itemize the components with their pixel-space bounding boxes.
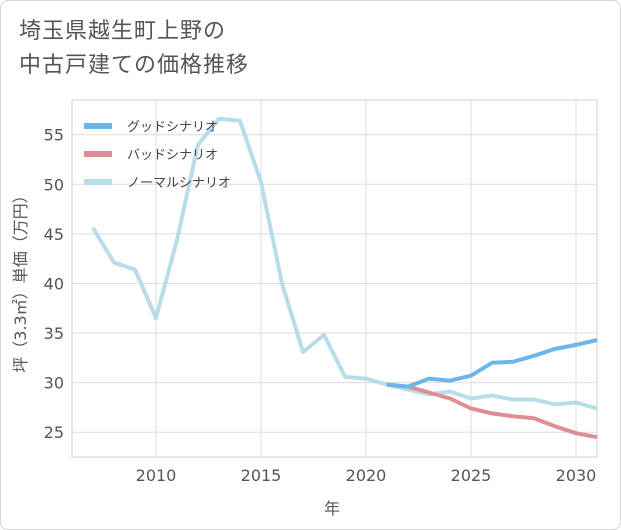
series-layer <box>91 116 598 440</box>
y-tick-label-45: 45 <box>44 225 64 244</box>
y-axis-ticks: 25 30 35 40 45 50 55 <box>44 126 64 443</box>
x-tick-label-2020: 2020 <box>346 466 387 485</box>
x-axis-ticks: 2010 2015 2020 2025 2030 <box>136 466 597 485</box>
legend-label-0: グッドシナリオ <box>127 120 218 135</box>
series-line-2 <box>91 116 598 411</box>
chart-title-line-1: 埼玉県越生町上野の <box>19 19 227 44</box>
x-tick-label-2030: 2030 <box>556 466 597 485</box>
chart-title-line-2: 中古戸建ての価格推移 <box>19 53 250 78</box>
x-tick-label-2025: 2025 <box>451 466 492 485</box>
legend-label-2: ノーマルシナリオ <box>127 176 231 191</box>
y-tick-label-25: 25 <box>44 423 64 442</box>
y-tick-label-50: 50 <box>44 175 64 194</box>
chart-title: 埼玉県越生町上野の 中古戸建ての価格推移 <box>19 15 249 83</box>
grid <box>72 100 597 457</box>
series-line-1 <box>386 382 598 440</box>
y-tick-label-30: 30 <box>44 374 64 393</box>
y-axis-title: 坪（3.3㎡）単価（万円） <box>11 187 30 372</box>
x-tick-label-2010: 2010 <box>136 466 177 485</box>
x-tick-label-2015: 2015 <box>241 466 282 485</box>
x-axis-title: 年 <box>324 499 340 518</box>
y-tick-label-55: 55 <box>44 126 64 145</box>
legend-label-1: バッドシナリオ <box>127 148 218 163</box>
y-tick-label-40: 40 <box>44 274 64 293</box>
y-tick-label-35: 35 <box>44 324 64 343</box>
series-line-0 <box>386 338 598 389</box>
